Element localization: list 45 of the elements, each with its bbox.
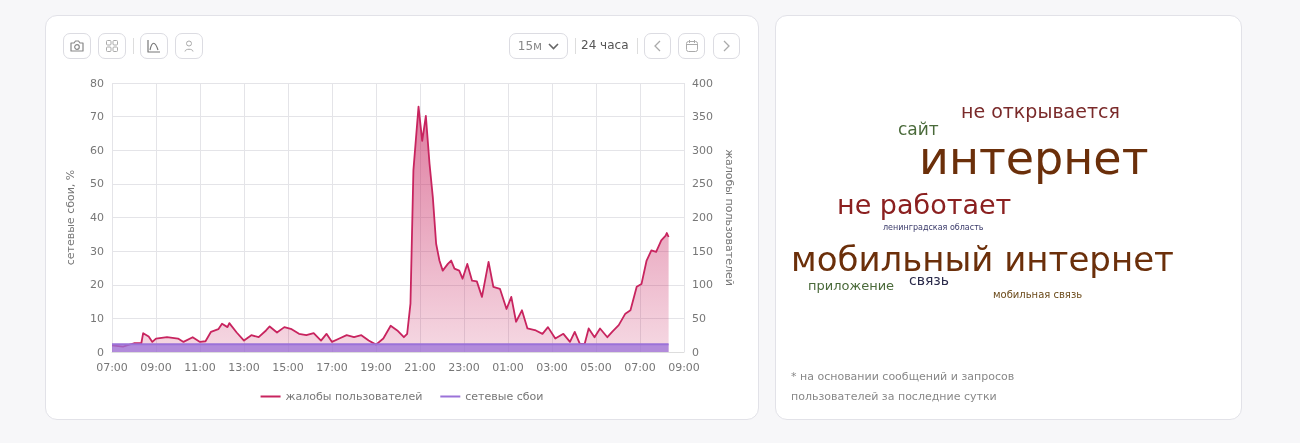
y2-tick-label: 100 — [692, 278, 713, 292]
text: мобильная связь — [993, 288, 1083, 300]
y-axis-title: сетевые сбои, % — [64, 169, 77, 266]
legend-label: сетевые сбои — [465, 390, 544, 403]
y-tick-label: 60 — [90, 143, 104, 157]
x-tick-label: 05:00 — [580, 361, 612, 374]
y2-tick-label: 350 — [692, 110, 713, 124]
x-tick-label: 21:00 — [404, 361, 436, 374]
y2-axis-title: жалобы пользователей — [722, 149, 736, 286]
x-tick-label: 07:00 — [624, 361, 656, 374]
text: приложение — [808, 277, 895, 293]
x-tick-label: 09:00 — [668, 361, 700, 374]
x-tick-label: 09:00 — [140, 361, 172, 374]
x-tick-label: 01:00 — [492, 361, 524, 374]
legend-label: жалобы пользователей — [285, 390, 423, 403]
text: * на основании сообщений и запросов пользователей за последние сутки — [791, 369, 1018, 403]
y-tick-label: 30 — [90, 244, 104, 258]
y2-tick-label: 400 — [692, 76, 713, 90]
text: ленинградская область — [883, 222, 984, 232]
x-tick-label: 03:00 — [536, 361, 568, 374]
y-tick-label: 10 — [90, 311, 104, 325]
x-tick-label: 23:00 — [448, 361, 480, 374]
y2-tick-label: 200 — [692, 211, 713, 224]
y2-tick-label: 0 — [692, 345, 699, 359]
x-tick-label: 17:00 — [316, 361, 348, 374]
y-tick-label: 50 — [90, 177, 104, 191]
y-tick-label: 70 — [90, 110, 104, 124]
y-tick-label: 20 — [90, 278, 104, 292]
y-tick-label: 0 — [97, 345, 104, 359]
y2-tick-label: 250 — [692, 177, 713, 191]
x-tick-label: 19:00 — [360, 361, 392, 374]
y2-tick-label: 300 — [692, 143, 713, 157]
x-tick-label: 07:00 — [96, 361, 128, 374]
x-tick-label: 13:00 — [228, 361, 260, 374]
y2-tick-label: 50 — [692, 311, 706, 325]
x-tick-label: 11:00 — [184, 361, 216, 374]
x-tick-label: 15:00 — [272, 361, 304, 374]
text: не открывается — [961, 100, 1120, 122]
text: не работает — [837, 188, 1012, 220]
text: связь — [909, 272, 950, 288]
y-tick-label: 80 — [90, 76, 104, 90]
text: 24 часа — [581, 38, 629, 52]
y2-tick-label: 150 — [692, 244, 713, 258]
y-tick-label: 40 — [90, 211, 104, 224]
text: 15м — [517, 39, 543, 53]
